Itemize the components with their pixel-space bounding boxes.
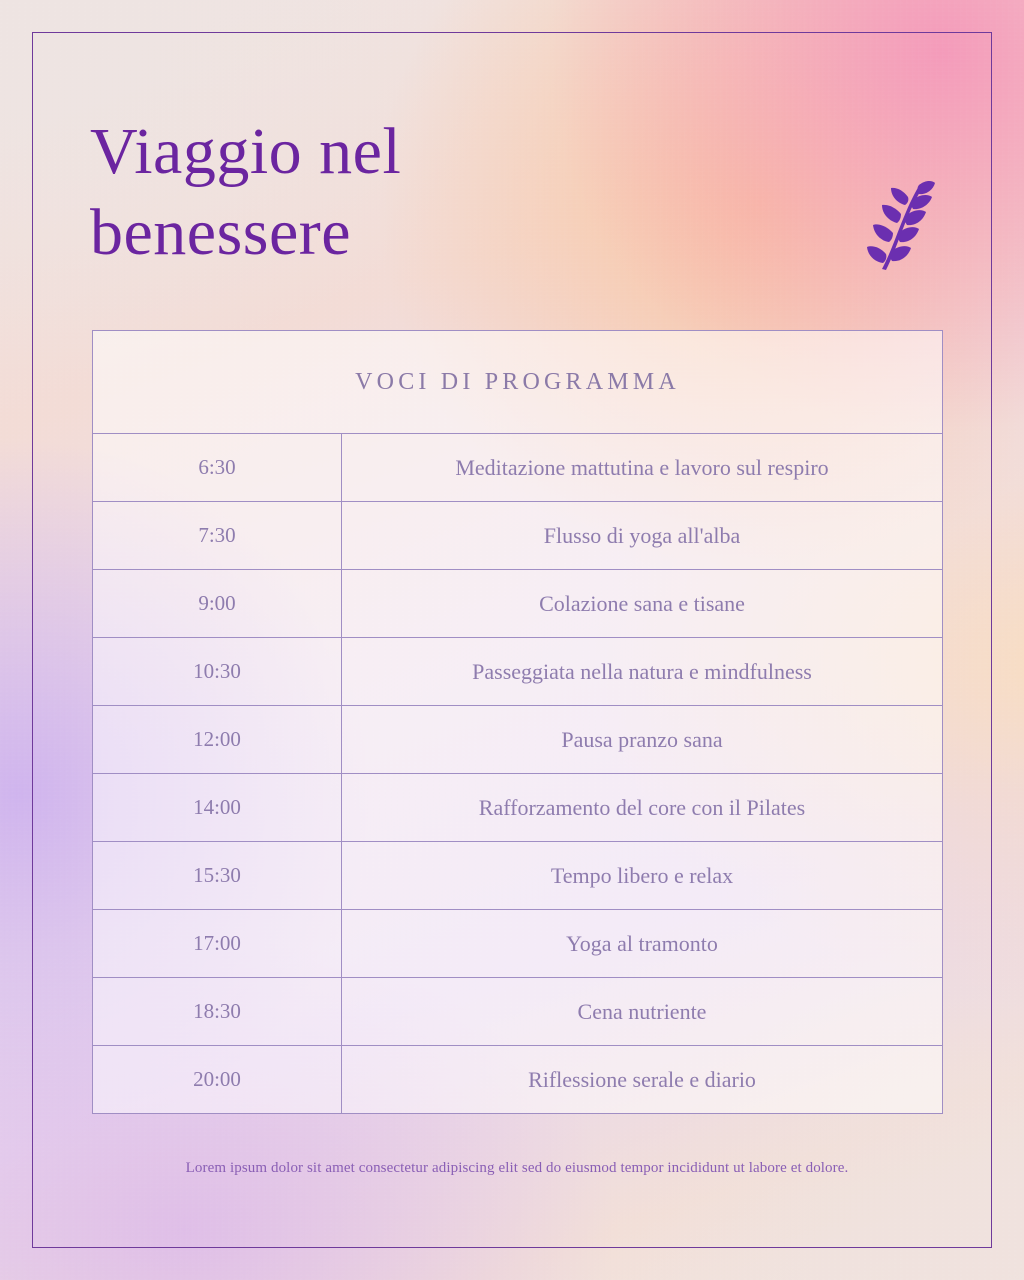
schedule-item-cell: Rafforzamento del core con il Pilates (340, 773, 944, 842)
schedule-item-cell: Flusso di yoga all'alba (340, 501, 944, 570)
schedule-time-cell: 18:30 (92, 977, 342, 1046)
page-title-line-1: Viaggio nel (90, 115, 402, 188)
schedule-time-cell: 14:00 (92, 773, 342, 842)
table-row: 14:00 Rafforzamento del core con il Pilat… (92, 773, 944, 842)
schedule-time-cell: 15:30 (92, 841, 342, 910)
schedule-time-cell: 17:00 (92, 909, 342, 978)
table-row: 15:30 Tempo libero e relax (92, 841, 944, 910)
schedule-time-cell: 20:00 (92, 1045, 342, 1114)
schedule-time-cell: 7:30 (92, 501, 342, 570)
table-row: 10:30 Passeggiata nella natura e mindfuln… (92, 637, 944, 706)
leaf-branch-ornament-icon (862, 176, 938, 272)
schedule-item-cell: Yoga al tramonto (340, 909, 944, 978)
schedule-header-label: VOCI DI PROGRAMMA (91, 330, 944, 434)
schedule-table-body: 6:30 Meditazione mattutina e lavoro sul r… (92, 433, 944, 1114)
schedule-time-cell: 10:30 (92, 637, 342, 706)
page-title-line-2: benessere (90, 195, 352, 269)
table-row: 6:30 Meditazione mattutina e lavoro sul r… (92, 433, 944, 502)
schedule-item-cell: Passeggiata nella natura e mindfulness (340, 637, 944, 706)
table-row: 12:00 Pausa pranzo sana (92, 705, 944, 774)
table-row: 7:30 Flusso di yoga all'alba (92, 501, 944, 570)
footer-note: Lorem ipsum dolor sit amet consectetur a… (185, 1160, 849, 1176)
schedule-table: VOCI DI PROGRAMMA 6:30 Meditazione mattut… (91, 330, 944, 1114)
table-row: 17:00 Yoga al tramonto (92, 909, 944, 978)
table-row: 9:00 Colazione sana e tisane (92, 569, 944, 638)
schedule-item-cell: Colazione sana e tisane (340, 569, 944, 638)
table-row: 20:00 Riflessione serale e diario (92, 1045, 944, 1114)
schedule-item-cell: Cena nutriente (340, 977, 944, 1046)
schedule-item-cell: Pausa pranzo sana (340, 705, 944, 774)
schedule-time-cell: 6:30 (92, 433, 342, 502)
table-row: 18:30 Cena nutriente (92, 977, 944, 1046)
page-title: Viaggio nel benessere (90, 112, 650, 273)
schedule-time-cell: 12:00 (92, 705, 342, 774)
schedule-time-cell: 9:00 (92, 569, 342, 638)
schedule-item-cell: Meditazione mattutina e lavoro sul respi… (340, 433, 944, 502)
schedule-table-head: VOCI DI PROGRAMMA (91, 330, 944, 434)
schedule-item-cell: Tempo libero e relax (340, 841, 944, 910)
table-header-row: VOCI DI PROGRAMMA (91, 330, 944, 434)
schedule-item-cell: Riflessione serale e diario (340, 1045, 944, 1114)
